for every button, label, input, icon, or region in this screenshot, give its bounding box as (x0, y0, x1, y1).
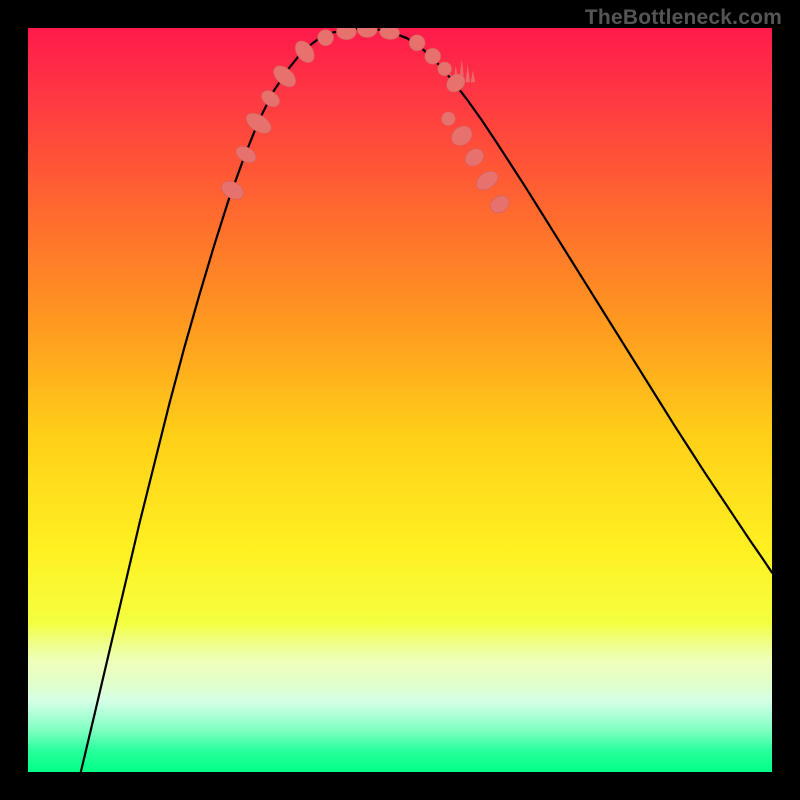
marker-point (441, 112, 455, 126)
curve-layer (28, 28, 772, 772)
chart-stage: { "canvas": { "width": 800, "height": 80… (0, 0, 800, 800)
marker-point (258, 87, 282, 110)
marker-point (233, 143, 259, 166)
marker-point (462, 145, 488, 170)
marker-point (487, 192, 513, 216)
watermark-text: TheBottleneck.com (585, 6, 782, 30)
marker-point (448, 122, 476, 150)
marker-point (438, 62, 452, 76)
marker-point (336, 28, 356, 40)
plot-area (28, 28, 772, 772)
marker-point (409, 35, 425, 51)
marker-point (473, 167, 502, 194)
marker-point (243, 109, 275, 137)
marker-point (357, 28, 377, 37)
marker-point (425, 48, 441, 64)
marker-point (379, 28, 400, 40)
haze-band (28, 623, 772, 701)
marker-point (218, 177, 247, 202)
marker-point (270, 62, 300, 91)
marker-point (318, 30, 334, 46)
curve-markers (218, 28, 512, 217)
